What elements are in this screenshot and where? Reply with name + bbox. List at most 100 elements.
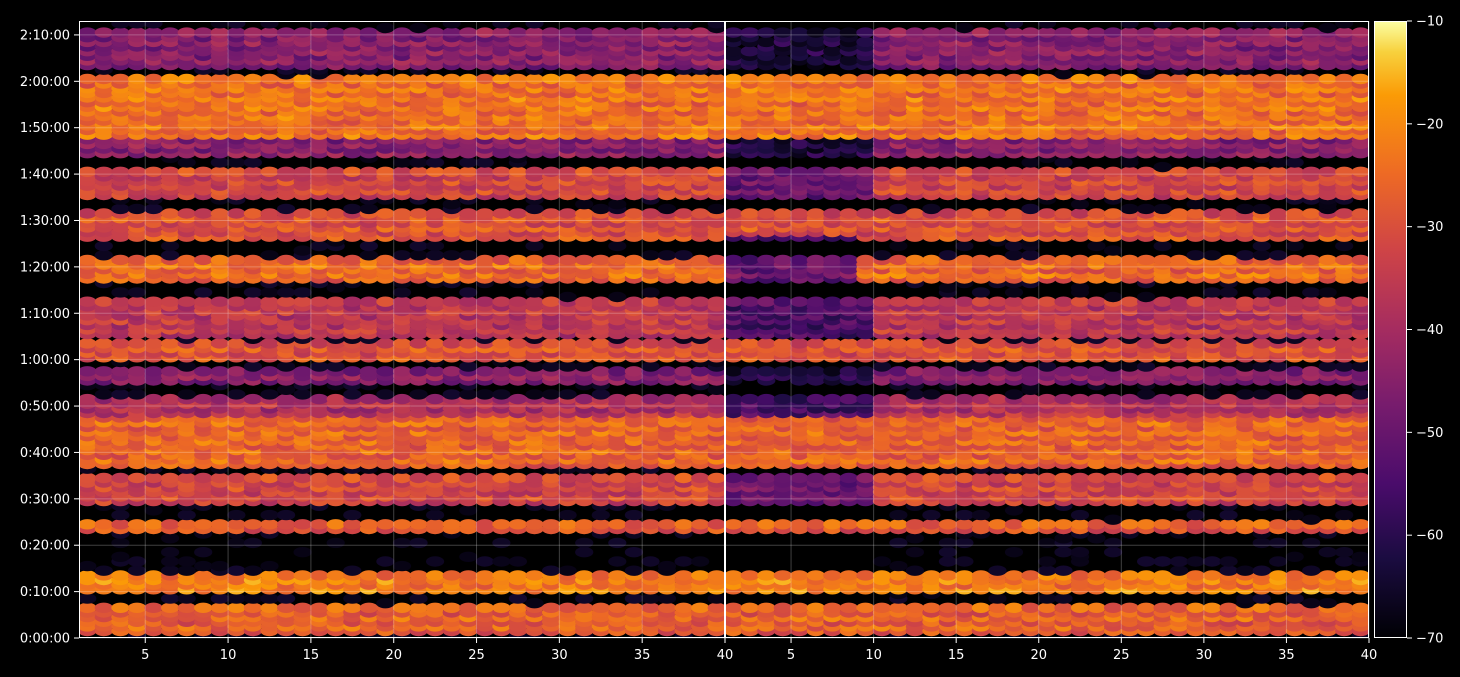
heatmap-cell [575,393,594,405]
heatmap-cell [591,296,610,307]
heatmap-cell [839,570,858,581]
heatmap-cell [558,254,577,266]
heatmap-cell [392,73,412,85]
heatmap-cell [442,519,461,530]
heatmap-cell [376,598,395,609]
heatmap-cell [757,570,776,581]
heatmap-cell [343,27,362,38]
heatmap-cell [161,533,180,544]
heatmap-cell [1186,570,1205,581]
heatmap-cell [641,393,660,405]
heatmap-cell [1318,472,1337,484]
heatmap-cell [922,472,941,484]
heatmap-cell [475,602,494,613]
heatmap-cell [657,73,677,85]
heatmap-cell [111,537,130,549]
heatmap-cell [691,570,710,581]
heatmap-cell [1335,472,1354,484]
heatmap-cell [691,208,710,219]
heatmap-cell [525,27,544,38]
heatmap-cell [525,73,544,85]
heatmap-cell [442,296,461,307]
heatmap-cell [1351,570,1369,581]
heatmap-cell [293,472,312,484]
heatmap-cell [260,287,279,298]
heatmap-cell [177,73,196,85]
heatmap-cell [806,472,825,484]
heatmap-cell [227,157,246,168]
heatmap-cell [1004,547,1024,558]
heatmap-cell [608,602,627,613]
heatmap-cell [310,519,329,530]
heatmap-cell [426,166,445,177]
heatmap-cell [426,366,445,377]
heatmap-cell [227,565,246,576]
heatmap-cell [608,393,627,405]
heatmap-cell [1170,556,1189,567]
heatmap-cell [293,570,312,581]
heatmap-cell [657,166,677,177]
heatmap-cell [94,366,113,377]
heatmap-cell [127,602,147,613]
heatmap-cell [343,296,362,307]
heatmap-panel-left [79,21,725,638]
heatmap-cell [376,296,395,307]
heatmap-cell [823,472,842,484]
heatmap-cell [955,537,974,549]
heatmap-cell [376,22,395,34]
heatmap-cell [508,366,527,377]
heatmap-cell [177,208,196,219]
heatmap-cell [922,509,941,521]
heatmap-cell [475,157,494,168]
heatmap-cell [94,240,113,252]
heatmap-cell [144,296,163,307]
heatmap-cell [542,519,561,530]
heatmap-cell [542,361,561,372]
heatmap-cell [988,602,1007,613]
heatmap-cell [227,296,246,307]
heatmap-cell [144,203,163,215]
heatmap-cell [442,389,461,400]
heatmap-cell [1170,602,1189,613]
heatmap-cell [542,166,561,177]
heatmap-cell [227,519,246,530]
heatmap-cell [326,602,345,613]
heatmap-cell [657,296,677,307]
heatmap-cell [442,27,461,38]
heatmap-cell [988,519,1007,530]
heatmap-cell [409,570,428,581]
heatmap-cell [260,602,279,613]
heatmap-cell [542,602,561,613]
heatmap-cell [1037,472,1057,484]
heatmap-cell [459,551,478,562]
heatmap-cell [111,296,130,307]
heatmap-cell [1318,547,1337,558]
heatmap-cell [757,472,776,484]
heatmap-cell [773,602,792,613]
heatmap-cell [359,366,378,377]
heatmap-cell [905,472,925,484]
heatmap-cell [475,208,494,219]
heatmap-cell [938,556,958,567]
heatmap-cell [1153,556,1172,567]
heatmap-cell [277,472,296,484]
heatmap-cell [227,166,246,177]
heatmap-cell [1104,602,1123,613]
heatmap-cell [177,602,196,613]
heatmap-cell [657,602,677,613]
heatmap-cell [111,472,130,484]
heatmap-cell [1021,570,1040,581]
heatmap-cell [525,203,544,215]
heatmap-cell [243,361,262,372]
heatmap-cell [508,593,527,604]
heatmap-cell [492,27,511,38]
heatmap-cell [1302,565,1321,576]
heatmap-cell [177,157,196,168]
heatmap-cell [475,556,494,567]
heatmap-cell [343,366,362,377]
heatmap-cell [773,519,792,530]
heatmap-cell [674,208,693,219]
heatmap-cell [111,287,130,298]
heatmap-cell [1335,519,1354,530]
